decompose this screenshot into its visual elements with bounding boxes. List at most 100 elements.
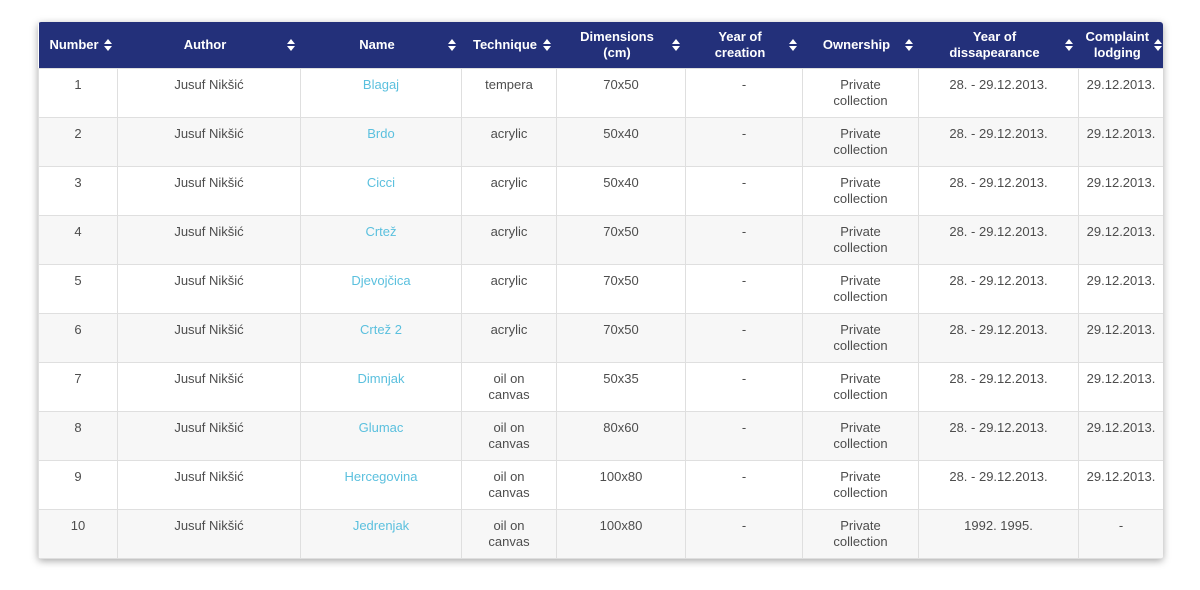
cell-value: Private collection [833,468,888,500]
cell-value: Jusuf Nikšić [174,223,244,239]
cell-value: oil on canvas [488,419,530,451]
cell-value: 80x60 [603,419,639,435]
cell-value: Private collection [833,370,888,402]
cell-value: 70x50 [603,223,639,239]
table-header: Number Author Name Technique Dimensions (cm)… [38,22,1163,68]
artwork-link[interactable]: Crtež 2 [360,321,402,337]
cell-value: Jusuf Nikšić [174,419,244,435]
column-header-year_of_creation[interactable]: Year of creation [685,22,803,68]
column-header-ownership[interactable]: Ownership [802,22,919,68]
artwork-link[interactable]: Hercegovina [344,468,418,484]
cell-ownership: Private collection [802,410,919,461]
artwork-link[interactable]: Brdo [367,125,395,141]
sort-icon[interactable] [788,38,798,51]
cell-year_of_creation: - [685,361,803,412]
cell-value: oil on canvas [488,370,530,402]
artwork-link[interactable]: Glumac [358,419,404,435]
cell-value: - [741,125,747,141]
cell-author: Jusuf Nikšić [117,214,301,265]
cell-value: 50x40 [603,125,639,141]
cell-value: 29.12.2013. [1086,272,1156,288]
cell-technique: tempera [461,67,557,118]
cell-year_of_creation: - [685,410,803,461]
cell-value: Private collection [833,272,888,304]
sort-icon[interactable] [671,38,681,51]
cell-complaint_lodging: 29.12.2013. [1078,361,1163,412]
cell-value: 28. - 29.12.2013. [949,174,1048,190]
sort-icon[interactable] [542,38,552,51]
cell-value: 100x80 [599,517,643,533]
artwork-link[interactable]: Dimnjak [357,370,405,386]
cell-technique: oil on canvas [461,508,557,559]
cell-value: - [741,174,747,190]
cell-year_of_creation: - [685,312,803,363]
column-header-name[interactable]: Name [300,22,462,68]
column-header-number[interactable]: Number [38,22,118,68]
cell-value: - [741,272,747,288]
cell-year_of_creation: - [685,67,803,118]
artwork-link[interactable]: Blagaj [362,76,400,92]
table-row: 1 Jusuf Nikšić Blagaj tempera 70x50 - Private … [38,67,1163,118]
sort-icon[interactable] [103,38,113,51]
cell-value: Jusuf Nikšić [174,517,244,533]
cell-value: Jusuf Nikšić [174,468,244,484]
sort-icon[interactable] [1064,38,1074,51]
cell-value: 29.12.2013. [1086,370,1156,386]
cell-complaint_lodging: 29.12.2013. [1078,263,1163,314]
cell-ownership: Private collection [802,508,919,559]
sort-icon[interactable] [1153,38,1163,51]
cell-value: Jusuf Nikšić [174,370,244,386]
table-row: 7 Jusuf Nikšić Dimnjak oil on canvas 50x35 - P… [38,361,1163,412]
cell-value: 3 [74,174,82,190]
table-row: 8 Jusuf Nikšić Glumac oil on canvas 80x60 - Pr… [38,410,1163,461]
sort-icon[interactable] [904,38,914,51]
artwork-link[interactable]: Jedrenjak [352,517,410,533]
column-header-label: Author [183,36,227,52]
cell-year_of_creation: - [685,165,803,216]
cell-value: 29.12.2013. [1086,125,1156,141]
cell-value: 28. - 29.12.2013. [949,468,1048,484]
table-row: 6 Jusuf Nikšić Crtež 2 acrylic 70x50 - Private… [38,312,1163,363]
cell-technique: acrylic [461,312,557,363]
cell-year_of_dissapearance: 28. - 29.12.2013. [918,312,1079,363]
table-row: 5 Jusuf Nikšić Djevojčica acrylic 70x50 - Priv… [38,263,1163,314]
column-header-year_of_dissapearance[interactable]: Year of dissapearance [918,22,1079,68]
cell-ownership: Private collection [802,361,919,412]
cell-value: 4 [74,223,82,239]
cell-author: Jusuf Nikšić [117,67,301,118]
column-header-dimensions[interactable]: Dimensions (cm) [556,22,686,68]
cell-value: 29.12.2013. [1086,468,1156,484]
cell-value: Jusuf Nikšić [174,76,244,92]
column-header-technique[interactable]: Technique [461,22,557,68]
cell-value: - [741,517,747,533]
cell-value: - [741,468,747,484]
cell-author: Jusuf Nikšić [117,263,301,314]
cell-year_of_dissapearance: 28. - 29.12.2013. [918,263,1079,314]
cell-ownership: Private collection [802,116,919,167]
cell-complaint_lodging: 29.12.2013. [1078,165,1163,216]
cell-value: 70x50 [603,321,639,337]
artwork-link[interactable]: Crtež [365,223,397,239]
artwork-link[interactable]: Djevojčica [351,272,411,288]
cell-number: 7 [38,361,118,412]
column-header-label: Year of dissapearance [949,28,1040,60]
table-row: 9 Jusuf Nikšić Hercegovina oil on canvas 100… [38,459,1163,510]
column-header-author[interactable]: Author [117,22,301,68]
cell-author: Jusuf Nikšić [117,165,301,216]
sort-icon[interactable] [286,38,296,51]
cell-technique: acrylic [461,165,557,216]
cell-author: Jusuf Nikšić [117,459,301,510]
column-header-complaint_lodging[interactable]: Complaint lodging [1078,22,1163,68]
sort-icon[interactable] [447,38,457,51]
cell-year_of_creation: - [685,116,803,167]
cell-name: Dimnjak [300,361,462,412]
cell-complaint_lodging: 29.12.2013. [1078,116,1163,167]
cell-ownership: Private collection [802,165,919,216]
cell-value: Jusuf Nikšić [174,174,244,190]
artwork-link[interactable]: Cicci [366,174,396,190]
cell-value: 29.12.2013. [1086,223,1156,239]
cell-technique: oil on canvas [461,361,557,412]
cell-complaint_lodging: 29.12.2013. [1078,67,1163,118]
cell-value: Private collection [833,517,888,549]
cell-name: Glumac [300,410,462,461]
